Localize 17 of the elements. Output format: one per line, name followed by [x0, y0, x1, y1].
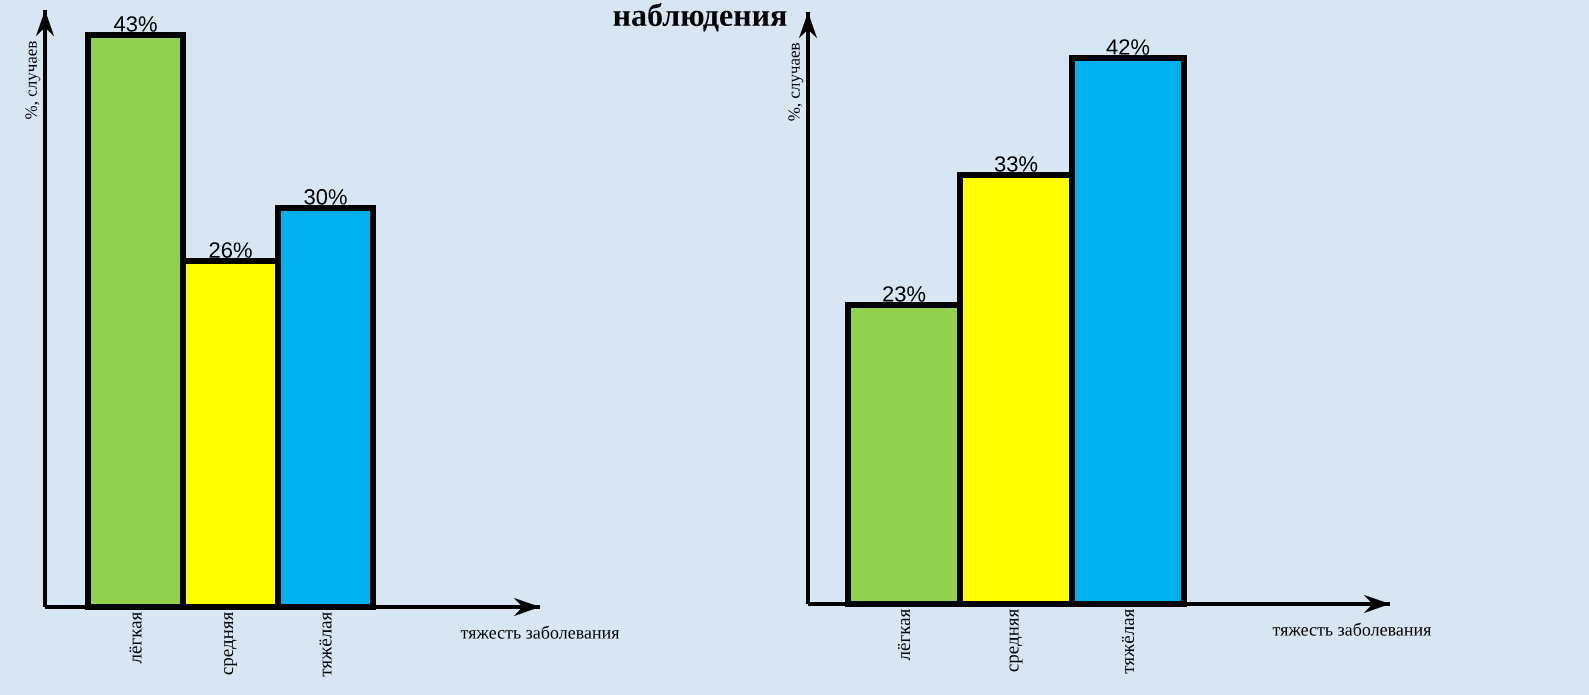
y-axis-title: %, случаев	[788, 43, 804, 121]
x-tick-label: лёгкая	[897, 609, 911, 661]
data-label: 23%	[883, 286, 926, 302]
x-tick-label: лёгкая	[129, 612, 142, 664]
x-axis-title: тяжесть заболевания	[460, 625, 620, 639]
data-label: 42%	[1106, 39, 1150, 55]
data-label: 43%	[114, 16, 157, 32]
x-tick-label: средняя	[1009, 609, 1023, 672]
data-label: 33%	[994, 156, 1038, 172]
x-axis-title: тяжесть заболевания	[1272, 622, 1432, 636]
data-label: 26%	[209, 242, 252, 258]
x-tick-label: средняя	[224, 612, 238, 675]
chart-title: наблюдения	[613, 2, 787, 32]
x-tick-label: тяжёлая	[319, 612, 332, 677]
x-tick-label: тяжёлая	[1121, 609, 1135, 674]
y-axis-title: %, случаев	[25, 41, 41, 119]
data-label: 30%	[304, 189, 347, 205]
